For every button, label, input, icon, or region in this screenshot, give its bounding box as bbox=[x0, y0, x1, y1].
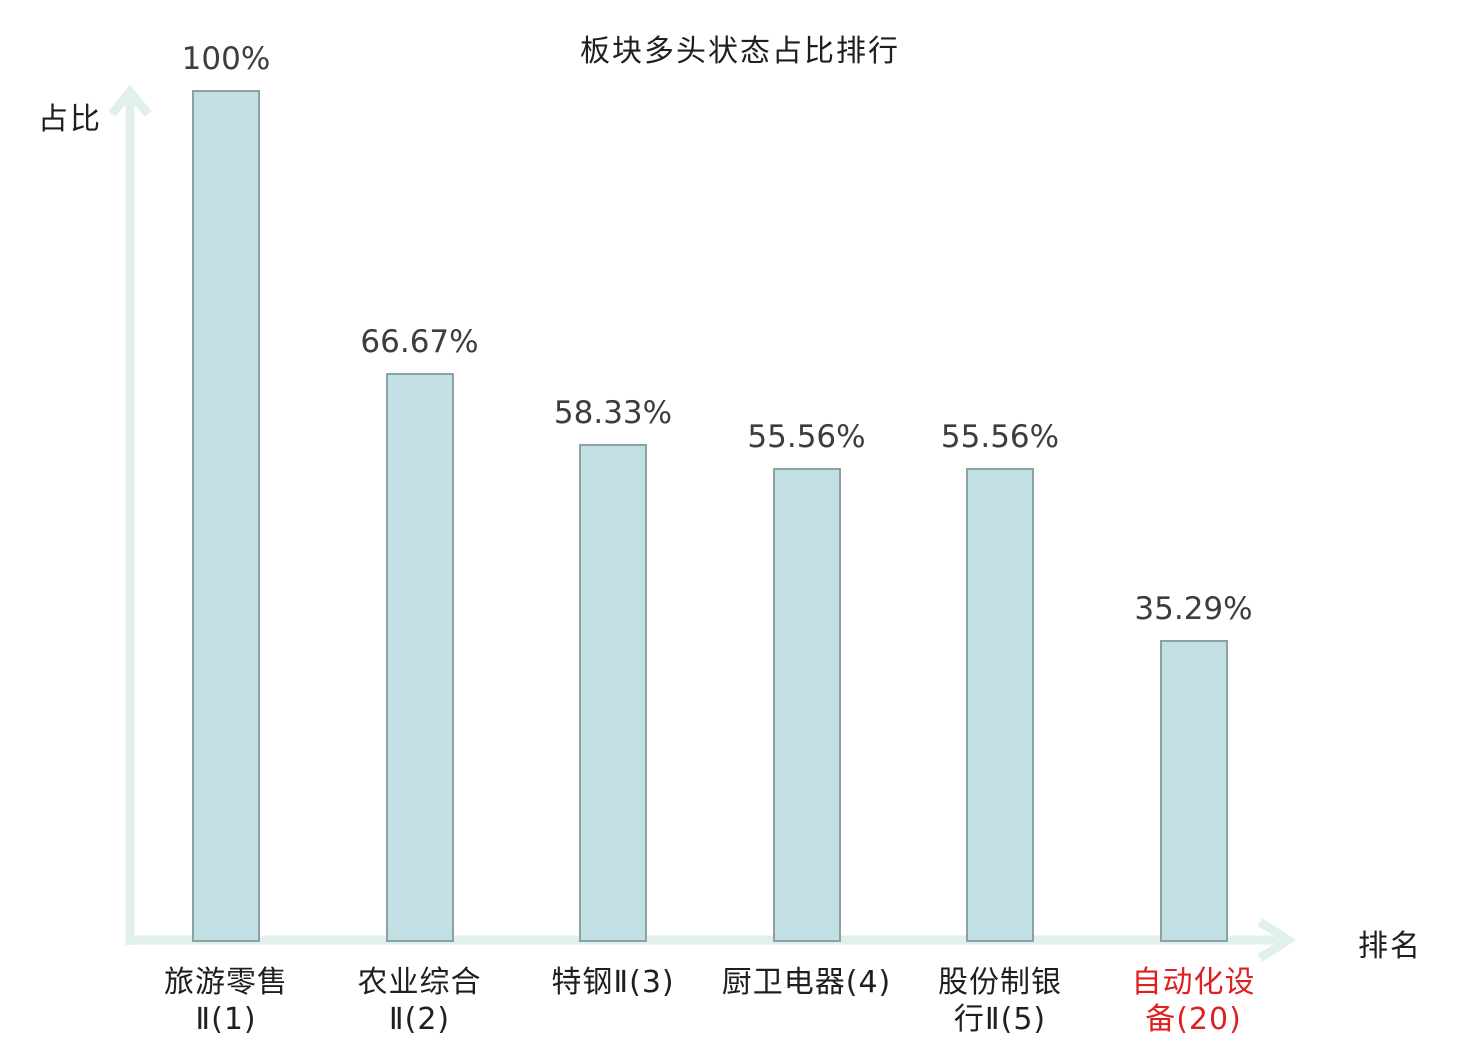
bar bbox=[772, 467, 841, 942]
bar bbox=[192, 90, 260, 942]
y-axis-label: 占比 bbox=[38, 102, 102, 137]
bar-value-label: 100% bbox=[181, 41, 271, 77]
bar-value-label: 35.29% bbox=[1134, 591, 1253, 628]
bar bbox=[966, 467, 1034, 942]
bar bbox=[1159, 640, 1228, 942]
bar-value-label: 58.33% bbox=[553, 395, 673, 432]
x-axis bbox=[126, 918, 1297, 962]
bar bbox=[385, 373, 454, 942]
bar-category-label: 旅游零售 Ⅱ(1) bbox=[164, 965, 288, 1037]
bar-category-label: 自动化设 备(20) bbox=[1131, 965, 1256, 1037]
y-axis-arrow-icon bbox=[108, 84, 152, 117]
bar-category-label: 股份制银 行Ⅱ(5) bbox=[938, 965, 1062, 1037]
bar-category-label: 农业综合 Ⅱ(2) bbox=[357, 965, 482, 1037]
x-axis-label: 排名 bbox=[1358, 929, 1422, 964]
bar-category-label: 特钢Ⅱ(3) bbox=[551, 965, 675, 1000]
bar-value-label: 55.56% bbox=[940, 418, 1060, 455]
bar-value-label: 55.56% bbox=[747, 418, 866, 455]
bar-value-label: 66.67% bbox=[360, 324, 479, 361]
bar-category-label: 厨卫电器(4) bbox=[721, 965, 892, 1000]
x-axis-arrow-icon bbox=[1257, 918, 1297, 962]
chart-title: 板块多头状态占比排行 bbox=[580, 34, 900, 69]
bar bbox=[579, 444, 647, 942]
y-axis bbox=[108, 84, 152, 945]
